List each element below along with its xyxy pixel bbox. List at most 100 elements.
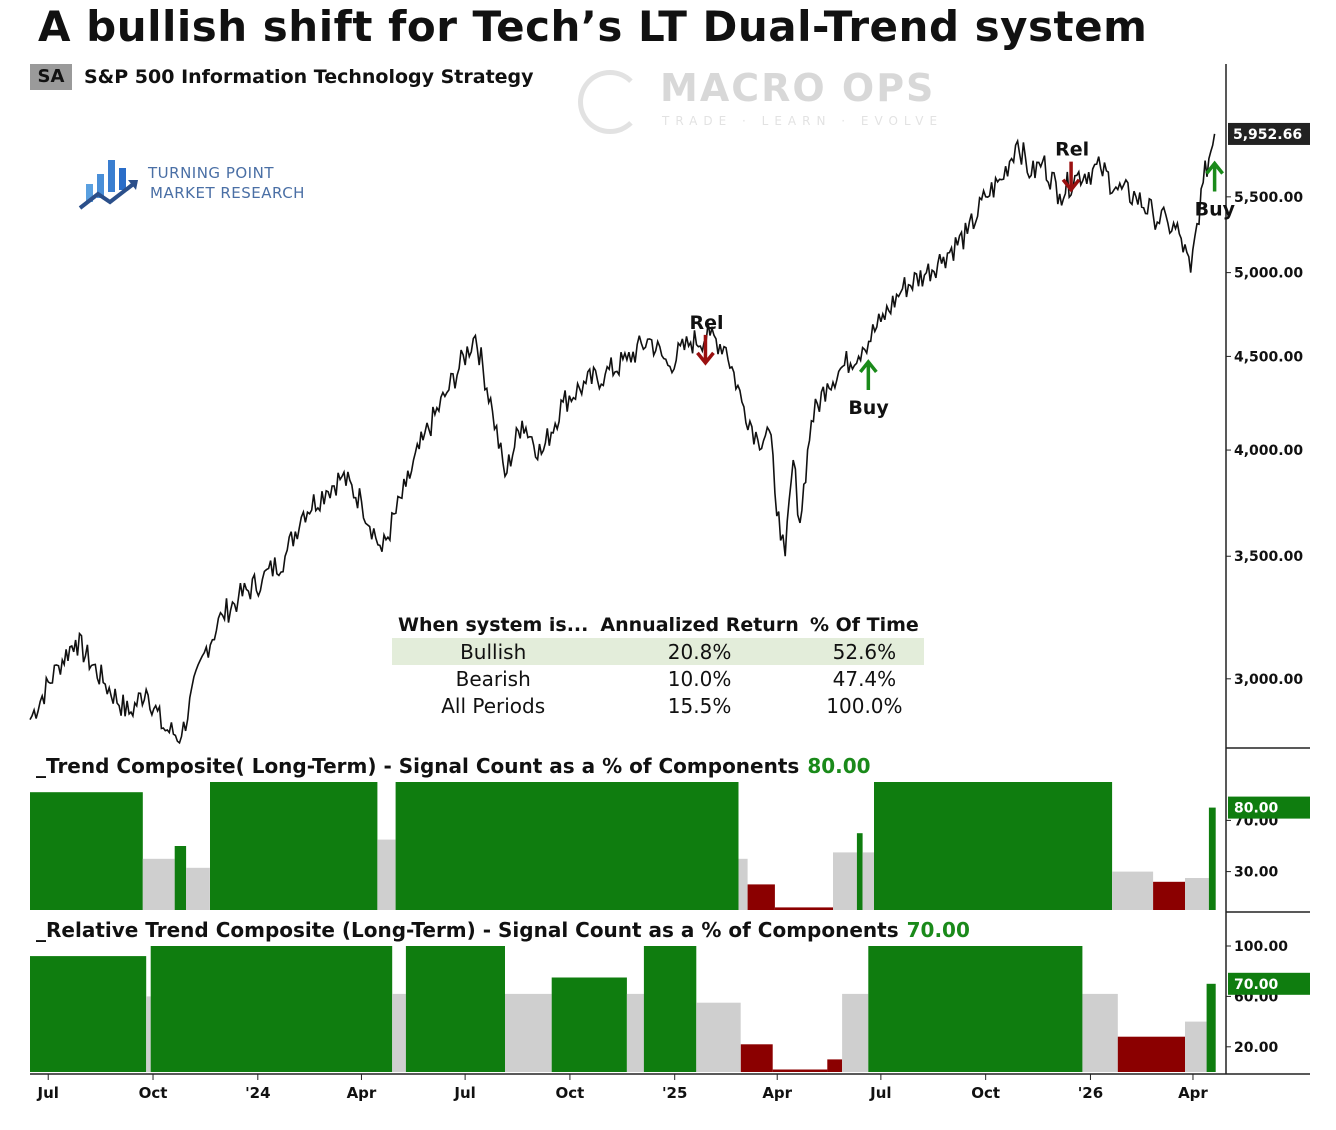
x-tick-label: Jul <box>37 1084 59 1102</box>
trend-composite-bar <box>30 792 143 910</box>
stats-row-all: All Periods 15.5% 100.0% <box>392 692 924 719</box>
trend-composite-bar <box>1153 881 1185 910</box>
macro-ops-ring-icon <box>578 70 642 134</box>
rel-signal-label: Rel <box>1055 139 1089 161</box>
last-value-label: 5,952.66 <box>1233 127 1302 143</box>
trend-composite-bar <box>862 852 874 910</box>
stats-header: Annualized Return <box>600 614 799 636</box>
trend-composite-bar <box>747 884 775 910</box>
relative-trend-bar <box>772 1069 828 1072</box>
x-tick-label: Oct <box>555 1084 584 1102</box>
trend-composite-bar <box>1208 807 1216 910</box>
relative-trend-current-label: 70.00 <box>1234 977 1279 993</box>
trend-composite-bar <box>833 852 857 910</box>
stats-cell: Bearish <box>455 666 531 691</box>
x-tick-label: '26 <box>1078 1084 1103 1102</box>
stats-cell: All Periods <box>441 693 546 718</box>
relative-trend-bar <box>1185 1021 1207 1072</box>
x-tick-label: Apr <box>1178 1084 1208 1102</box>
relative-trend-bar <box>827 1059 843 1072</box>
trend-composite-bar <box>142 858 175 910</box>
trend-composite-y-tick-label: 30.00 <box>1234 865 1279 881</box>
logo-line-2: MARKET RESEARCH <box>150 184 305 202</box>
trend-composite-label: _Trend Composite( Long-Term) - Signal Co… <box>36 754 800 778</box>
trend-composite-bar <box>856 833 863 910</box>
chart-subtitle: S&P 500 Information Technology Strategy <box>84 66 534 88</box>
stats-header-row: When system is... Annualized Return % Of… <box>392 612 924 638</box>
x-tick-label: Oct <box>139 1084 168 1102</box>
relative-trend-bar <box>626 993 644 1072</box>
price-y-tick-label: 5,000.00 <box>1234 266 1303 282</box>
trend-composite-current-box <box>1228 796 1310 819</box>
trend-composite-bar <box>377 839 396 910</box>
relative-trend-bar <box>1206 983 1216 1072</box>
rel-down-arrow-icon <box>1061 161 1081 193</box>
trend-composite-title: _Trend Composite( Long-Term) - Signal Co… <box>36 754 871 778</box>
relative-trend-bar <box>643 946 697 1072</box>
turning-point-logo: TURNING POINT MARKET RESEARCH <box>78 156 318 216</box>
price-y-tick-label: 3,500.00 <box>1234 549 1303 565</box>
trend-composite-bar <box>874 782 1113 910</box>
stats-cell: 20.8% <box>594 638 805 665</box>
trend-composite-value: 80.00 <box>807 754 871 778</box>
x-tick-label: Apr <box>347 1084 377 1102</box>
relative-trend-bar <box>740 1044 773 1072</box>
price-y-tick-label: 3,000.00 <box>1234 672 1303 688</box>
trend-composite-bar <box>210 782 378 910</box>
x-tick-label: Jul <box>869 1084 891 1102</box>
relative-trend-bar <box>1117 1036 1185 1072</box>
relative-trend-bar <box>696 1002 741 1072</box>
stats-cell: Bullish <box>392 638 595 665</box>
price-y-tick-label: 5,500.00 <box>1234 190 1303 206</box>
trend-composite-current-label: 80.00 <box>1234 801 1279 817</box>
rel-down-arrow-icon <box>696 334 715 366</box>
relative-trend-bar <box>551 977 627 1072</box>
buy-up-arrow-icon <box>858 359 878 390</box>
relative-trend-value: 70.00 <box>906 918 970 942</box>
trend-composite-bar <box>1185 878 1209 910</box>
x-tick-label: Oct <box>971 1084 1000 1102</box>
buy-up-arrow-icon <box>1205 160 1224 192</box>
relative-trend-label: _Relative Trend Composite (Long-Term) - … <box>36 918 899 942</box>
relative-trend-bar <box>842 993 869 1072</box>
relative-trend-bar <box>30 956 147 1072</box>
stats-row-bullish: Bullish 20.8% 52.6% <box>392 638 924 665</box>
relative-trend-bar <box>1082 993 1118 1072</box>
relative-trend-bar <box>505 993 552 1072</box>
stats-table: When system is... Annualized Return % Of… <box>392 612 924 719</box>
stats-header: When system is... <box>397 614 589 636</box>
stats-cell: 10.0% <box>667 666 732 691</box>
stats-row-bearish: Bearish 10.0% 47.4% <box>392 665 924 692</box>
trend-composite-bar <box>738 858 748 910</box>
trend-composite-bar <box>395 782 739 910</box>
trend-composite-bar <box>174 846 187 910</box>
symbol-badge: SA <box>30 64 72 90</box>
stats-cell: 100.0% <box>826 693 903 718</box>
stats-cell: 15.5% <box>667 693 732 718</box>
price-y-tick-label: 4,500.00 <box>1234 349 1303 365</box>
relative-trend-bar <box>405 946 505 1072</box>
price-series-line <box>29 133 1216 745</box>
chart-title: A bullish shift for Tech’s LT Dual-Trend… <box>38 2 1148 51</box>
macro-ops-watermark: MACRO OPS TRADE · LEARN · EVOLVE <box>578 66 958 136</box>
watermark-name: MACRO OPS <box>660 66 936 110</box>
trend-composite-bar <box>1112 871 1154 910</box>
watermark-tagline: TRADE · LEARN · EVOLVE <box>662 114 944 128</box>
price-y-tick-label: 4,000.00 <box>1234 443 1303 459</box>
trend-composite-bar <box>774 907 833 910</box>
x-tick-label: Apr <box>762 1084 792 1102</box>
stats-cell: 52.6% <box>804 638 924 665</box>
relative-trend-title: _Relative Trend Composite (Long-Term) - … <box>36 918 970 942</box>
x-tick-label: Jul <box>453 1084 475 1102</box>
x-tick-label: '24 <box>245 1084 270 1102</box>
buy-signal-label: Buy <box>848 397 889 419</box>
x-tick-label: '25 <box>662 1084 687 1102</box>
relative-trend-current-box <box>1228 972 1310 995</box>
last-value-box <box>1228 122 1310 145</box>
logo-line-1: TURNING POINT <box>148 164 274 182</box>
buy-signal-label: Buy <box>1195 198 1236 220</box>
stats-cell: 47.4% <box>832 666 897 691</box>
bar-chart-logo-icon <box>78 160 138 210</box>
rel-signal-label: Rel <box>689 312 723 334</box>
